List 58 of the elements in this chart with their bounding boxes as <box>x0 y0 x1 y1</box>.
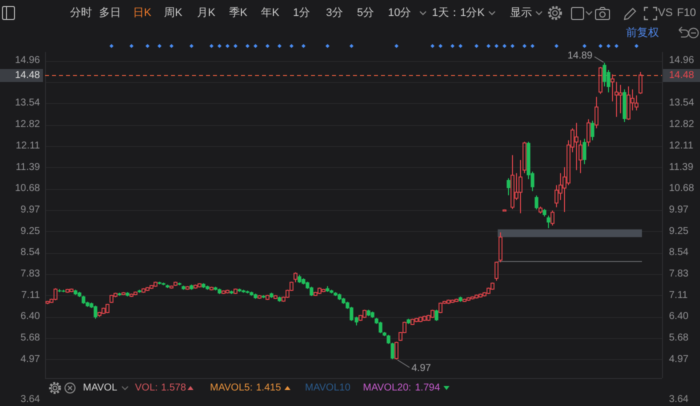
text: F10 <box>677 7 696 19</box>
annotation: 14.89 <box>567 50 593 62</box>
y2-tick-label: 7.83 <box>669 268 689 280</box>
text: 1.415 <box>256 382 282 394</box>
y2-tick-label: 14.96 <box>669 55 694 66</box>
annotation: 4.97 <box>412 362 432 374</box>
y-tick-label: 7.11 <box>21 290 40 301</box>
y-tick-label: 8.54 <box>20 247 40 258</box>
text: MAVOL5: <box>210 382 253 394</box>
text: 季K <box>229 6 248 19</box>
text: 月K <box>197 7 216 19</box>
y-tick-label: 14.96 <box>14 55 40 66</box>
y2-tick-label: 6.40 <box>669 311 689 322</box>
y2-tick-label: 9.97 <box>669 204 689 216</box>
text: 10分 <box>388 7 412 19</box>
y-tick-label: 12.82 <box>14 119 40 130</box>
text: 3.64 <box>669 394 689 405</box>
text: 3分 <box>326 7 344 19</box>
text: VOL: <box>135 382 158 394</box>
text: 1.794 <box>415 382 440 394</box>
text: 1天：1分K <box>432 7 486 19</box>
y2-tick-label: 13.54 <box>669 98 694 109</box>
y2-tick-label: 7.11 <box>669 290 688 301</box>
text: 5分 <box>357 7 374 19</box>
y-tick-label: 9.25 <box>20 226 40 237</box>
text: 1.578 <box>161 382 186 394</box>
y-tick-label: 9.97 <box>20 204 40 216</box>
y2-tick-label: 8.54 <box>669 247 689 258</box>
y-tick-label: 11.39 <box>16 162 40 173</box>
text: 14.48 <box>669 70 694 81</box>
y2-tick-label: 10.68 <box>669 183 694 194</box>
y2-tick-label: 9.25 <box>669 226 689 237</box>
y-tick-label: 5.68 <box>20 332 40 344</box>
text: MAVOL20: <box>363 382 412 394</box>
text: 3.64 <box>20 394 40 405</box>
y2-tick-label: 4.97 <box>669 354 689 365</box>
text: MAVOL10 <box>305 382 351 394</box>
text: 周K <box>164 7 183 19</box>
text: 分时 <box>70 6 92 19</box>
y2-tick-label: 12.82 <box>669 119 694 130</box>
text: 年K <box>261 7 280 19</box>
text: 日K <box>133 7 152 19</box>
text: 前复权 <box>626 27 659 39</box>
y2-tick-label: 5.68 <box>669 332 689 344</box>
y-tick-label: 6.40 <box>20 311 40 322</box>
y-tick-label: 7.83 <box>20 268 40 280</box>
text: VS <box>658 7 673 19</box>
y-tick-label: 13.54 <box>14 98 40 109</box>
text: 1分 <box>293 7 310 19</box>
y2-tick-label: 11.39 <box>669 162 694 173</box>
text: 显示 <box>510 7 532 19</box>
text: 多日 <box>99 7 121 19</box>
y-tick-label: 10.68 <box>14 183 40 194</box>
y-tick-label: 4.97 <box>20 354 40 365</box>
y-tick-label: 12.11 <box>16 140 40 152</box>
y2-tick-label: 12.11 <box>669 140 694 152</box>
text: MAVOL <box>83 382 118 394</box>
ref-line-label: 14.48 <box>14 70 40 81</box>
